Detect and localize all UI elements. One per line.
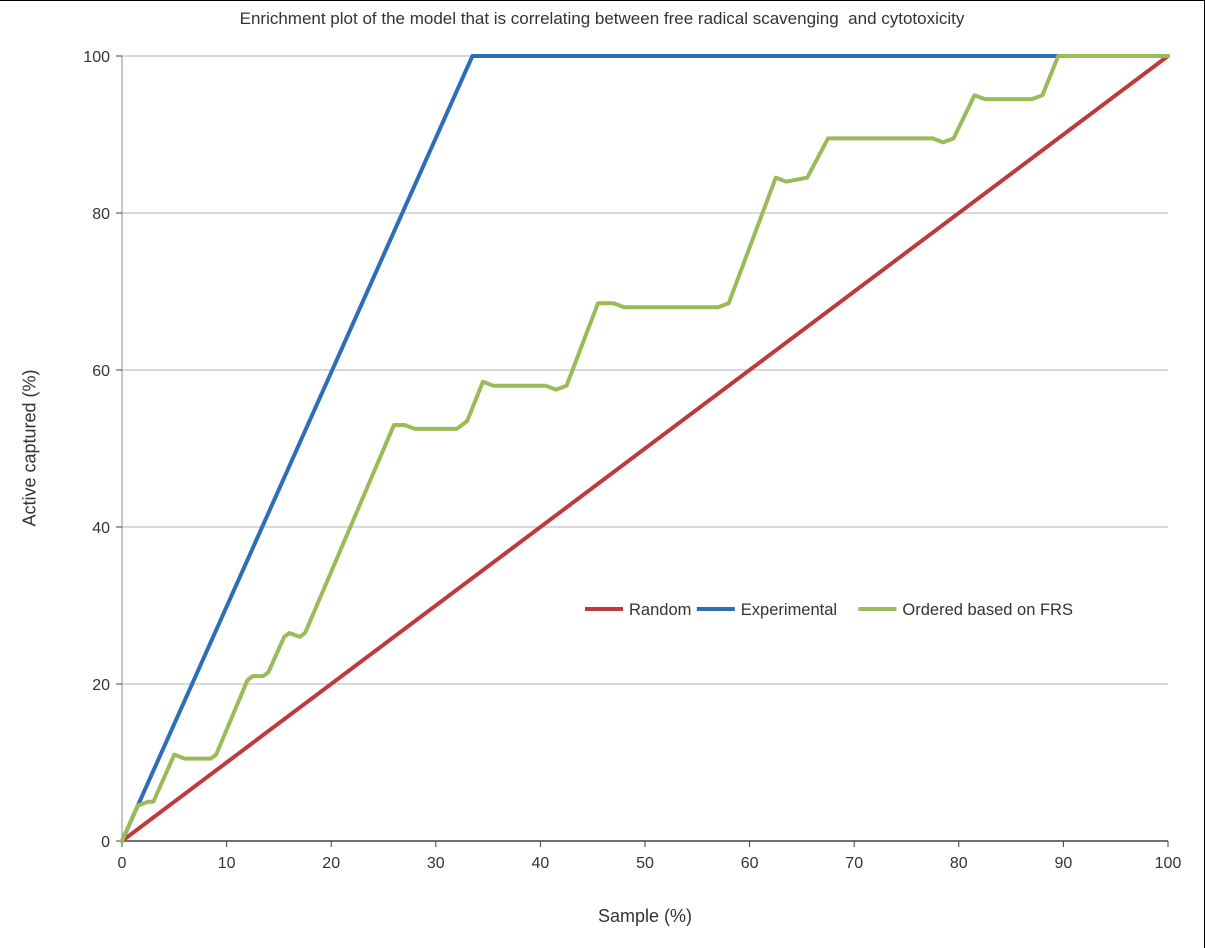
series-random	[120, 54, 1170, 843]
x-tick-label: 100	[1155, 855, 1182, 872]
series-line	[120, 54, 1170, 843]
legend-label: Random	[629, 601, 691, 619]
x-tick-label: 90	[1055, 855, 1073, 872]
x-axis-label: Sample (%)	[597, 906, 693, 926]
y-tick-label: 80	[92, 206, 110, 223]
series-line	[120, 54, 1170, 843]
x-tick-label: 70	[845, 855, 863, 872]
legend: Random Experimental Ordered based on FRS	[585, 601, 1073, 619]
x-tick-label: 30	[427, 855, 445, 872]
legend-label: Experimental	[741, 601, 837, 619]
x-tick-label: 20	[322, 855, 340, 872]
series-line	[120, 54, 1170, 843]
series-experimental	[120, 54, 1170, 843]
chart-title: Enrichment plot of the model that is cor…	[239, 9, 965, 28]
x-tick-label: 10	[218, 855, 236, 872]
legend-label: Ordered based on FRS	[902, 601, 1073, 619]
x-tick-label: 50	[636, 855, 654, 872]
y-tick-label: 60	[92, 363, 110, 380]
x-axis-ticks: 0 10 20 30 40 50 60 70 80 90 100	[118, 841, 1182, 872]
y-tick-label: 0	[101, 834, 110, 851]
x-tick-label: 60	[741, 855, 759, 872]
y-tick-label: 40	[92, 520, 110, 537]
series-ordered-based-on-frs	[120, 54, 1170, 843]
y-tick-label: 20	[92, 677, 110, 694]
y-tick-label: 100	[83, 49, 110, 66]
x-tick-label: 80	[950, 855, 968, 872]
x-tick-label: 40	[532, 855, 550, 872]
y-axis-ticks: 0 20 40 60 80 100	[83, 49, 122, 851]
x-tick-label: 0	[118, 855, 127, 872]
gridlines	[122, 55, 1168, 685]
